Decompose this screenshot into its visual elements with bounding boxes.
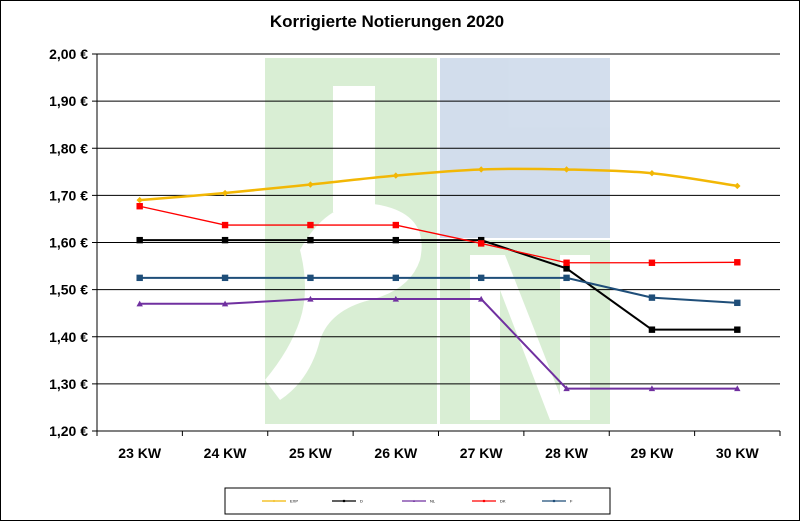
legend: EXP D NL DK F <box>224 487 611 515</box>
y-tick-label: 1,90 € <box>49 93 88 109</box>
data-point-nl <box>136 300 143 307</box>
data-point-nl <box>648 385 656 392</box>
x-tick-label: 24 KW <box>204 445 248 461</box>
series-line-d <box>139 239 738 331</box>
data-point-nl <box>477 295 485 302</box>
x-axis-tick-labels: 23 KW 24 KW 25 KW 26 KW 27 KW 28 KW 29 KW 30 KW <box>118 445 759 461</box>
data-point-nl <box>307 295 314 302</box>
data-point-d <box>221 236 229 244</box>
y-tick-label: 1,70 € <box>49 187 88 203</box>
series-lines <box>139 167 738 390</box>
x-tick-label: 26 KW <box>374 445 418 461</box>
legend-marker-exp <box>272 499 276 503</box>
data-point-dk <box>648 259 656 266</box>
data-point-f <box>648 294 656 301</box>
data-point-dk <box>734 259 741 266</box>
y-axis-tick-labels: 1,20 € 1,30 € 1,40 € 1,50 € 1,60 € 1,70 € 1,80… <box>49 46 88 439</box>
data-point-d <box>648 326 656 333</box>
data-point-exp <box>307 181 314 188</box>
data-point-nl <box>221 300 229 307</box>
legend-label-nl: NL <box>430 499 436 504</box>
data-point-dk <box>392 221 400 229</box>
data-point-nl <box>392 295 400 302</box>
data-point-dk <box>136 203 143 210</box>
chart-title: Korrigierte Notierungen 2020 <box>270 12 504 31</box>
series-line-f <box>139 276 738 304</box>
legend-label-dk: DK <box>500 499 506 504</box>
data-point-d <box>136 236 143 244</box>
data-point-dk <box>563 259 570 266</box>
y-tick-label: 1,60 € <box>49 235 88 251</box>
series-line-exp <box>139 167 738 202</box>
legend-marker-f <box>552 499 556 503</box>
legend-marker-dk <box>482 499 486 503</box>
series-line-dk <box>139 205 738 264</box>
x-tick-label: 29 KW <box>631 445 675 461</box>
data-point-dk <box>307 221 314 229</box>
data-point-d <box>307 236 314 244</box>
data-point-exp <box>477 166 485 173</box>
data-point-dk <box>221 221 229 229</box>
legend-label-exp: EXP <box>290 499 298 504</box>
data-point-exp <box>136 196 143 204</box>
data-point-f <box>734 299 741 307</box>
y-tick-label: 1,30 € <box>49 376 88 392</box>
data-point-f <box>307 274 314 282</box>
legend-label-d: D <box>360 499 363 504</box>
y-tick-label: 2,00 € <box>49 46 88 62</box>
y-tick-label: 1,50 € <box>49 282 88 298</box>
x-tick-label: 28 KW <box>545 445 589 461</box>
series-markers <box>136 166 741 392</box>
y-tick-label: 1,40 € <box>49 329 88 345</box>
x-tick-label: 30 KW <box>716 445 760 461</box>
data-point-exp <box>563 166 570 173</box>
data-point-f <box>563 274 570 282</box>
legend-label-f: F <box>570 499 573 504</box>
legend-marker-d <box>342 499 346 503</box>
x-tick-label: 23 KW <box>118 445 162 461</box>
data-point-nl <box>563 385 570 392</box>
data-point-f <box>221 274 229 282</box>
data-point-dk <box>477 240 485 247</box>
data-point-f <box>136 274 143 282</box>
data-point-d <box>563 265 570 272</box>
data-point-d <box>392 236 400 244</box>
y-tick-label: 1,80 € <box>49 140 88 156</box>
data-point-d <box>734 326 741 333</box>
data-point-d <box>477 236 485 244</box>
data-point-f <box>392 274 400 282</box>
data-point-exp <box>648 170 656 177</box>
data-point-exp <box>392 172 400 179</box>
data-point-exp <box>734 182 741 190</box>
x-tick-label: 27 KW <box>460 445 504 461</box>
y-tick-label: 1,20 € <box>49 423 88 439</box>
x-tick-label: 25 KW <box>289 445 333 461</box>
legend-marker-nl <box>412 499 416 502</box>
isn-watermark-logo <box>265 58 610 424</box>
series-line-nl <box>139 298 738 390</box>
data-point-nl <box>734 385 741 392</box>
data-point-f <box>477 274 485 282</box>
data-point-exp <box>221 189 229 197</box>
